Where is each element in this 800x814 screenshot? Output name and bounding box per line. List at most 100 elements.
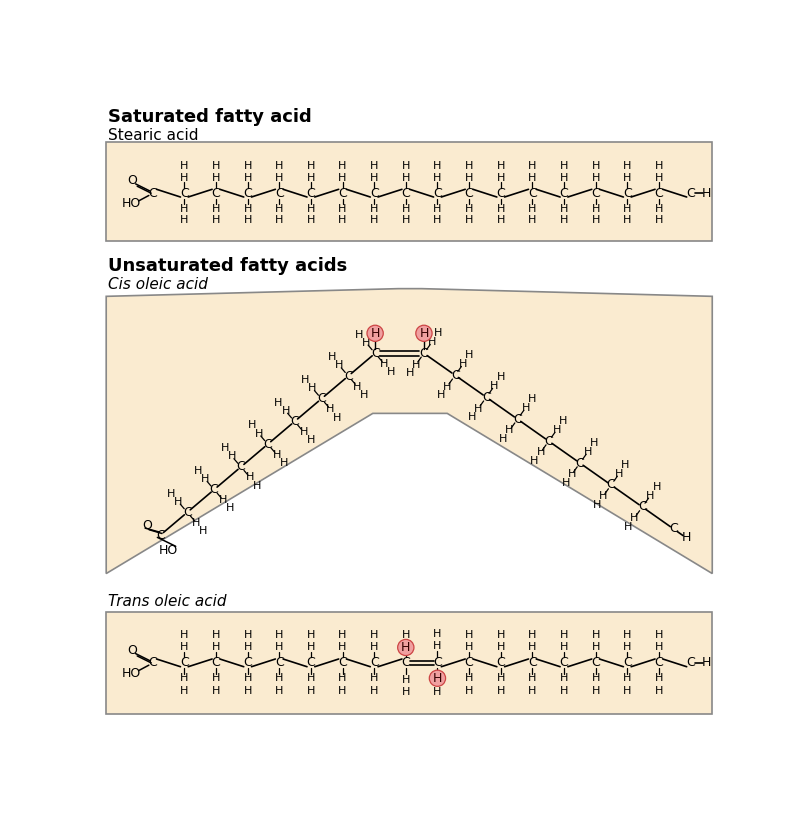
Text: C: C [496, 656, 505, 669]
Text: H: H [275, 630, 283, 640]
Text: H: H [370, 642, 378, 653]
Text: H: H [338, 173, 346, 183]
Text: C: C [180, 656, 189, 669]
Text: H: H [301, 375, 310, 385]
Text: C: C [450, 369, 459, 382]
Text: C: C [148, 656, 157, 669]
Text: H: H [528, 642, 537, 653]
Text: H: H [306, 173, 315, 183]
Text: H: H [654, 173, 663, 183]
Text: H: H [219, 495, 227, 505]
Text: H: H [434, 204, 442, 213]
Text: H: H [434, 173, 442, 183]
Text: H: H [528, 630, 537, 640]
Text: H: H [522, 403, 530, 413]
Text: H: H [591, 215, 600, 225]
Text: H: H [465, 673, 474, 683]
Text: H: H [528, 685, 537, 696]
Text: H: H [412, 360, 420, 370]
Ellipse shape [398, 639, 414, 655]
Text: H: H [370, 630, 378, 640]
Text: H: H [654, 642, 663, 653]
Text: H: H [528, 673, 537, 683]
Text: C: C [686, 656, 695, 669]
Text: H: H [419, 326, 429, 339]
Text: H: H [306, 673, 315, 683]
Text: H: H [591, 630, 600, 640]
Text: Stearic acid: Stearic acid [108, 129, 198, 143]
Text: H: H [560, 673, 568, 683]
Text: C: C [275, 186, 284, 199]
Text: H: H [275, 673, 283, 683]
Text: H: H [180, 173, 189, 183]
Ellipse shape [367, 326, 383, 341]
Text: H: H [370, 685, 378, 696]
Text: H: H [180, 673, 189, 683]
Text: Unsaturated fatty acids: Unsaturated fatty acids [108, 257, 347, 275]
Text: H: H [497, 204, 505, 213]
Text: C: C [591, 656, 600, 669]
Text: H: H [221, 443, 229, 453]
Text: H: H [328, 352, 336, 362]
Text: H: H [243, 215, 252, 225]
Text: H: H [560, 204, 568, 213]
Text: H: H [497, 673, 505, 683]
Text: C: C [496, 186, 505, 199]
Text: H: H [591, 161, 600, 171]
Text: H: H [335, 361, 343, 370]
Text: H: H [528, 173, 537, 183]
Text: H: H [623, 204, 631, 213]
Text: H: H [653, 482, 661, 492]
Text: H: H [497, 630, 505, 640]
Text: C: C [290, 415, 299, 428]
Text: H: H [194, 466, 202, 476]
Text: H: H [212, 215, 220, 225]
Text: H: H [243, 161, 252, 171]
Text: H: H [243, 685, 252, 696]
Text: H: H [528, 204, 537, 213]
Text: H: H [434, 687, 442, 697]
Text: H: H [299, 427, 308, 437]
Text: H: H [243, 673, 252, 683]
Text: C: C [402, 186, 410, 199]
Text: H: H [338, 673, 346, 683]
Text: H: H [530, 456, 538, 466]
Text: H: H [434, 628, 442, 639]
Text: H: H [654, 161, 663, 171]
Text: H: H [360, 390, 369, 400]
Text: H: H [370, 161, 378, 171]
Text: H: H [275, 173, 283, 183]
Text: H: H [402, 161, 410, 171]
Text: H: H [212, 642, 220, 653]
Text: H: H [474, 404, 482, 414]
Text: H: H [275, 642, 283, 653]
Text: H: H [434, 215, 442, 225]
Text: C: C [623, 186, 632, 199]
Text: H: H [560, 161, 568, 171]
Text: H: H [180, 161, 189, 171]
Text: H: H [362, 338, 370, 348]
Text: H: H [180, 642, 189, 653]
Text: C: C [669, 523, 678, 536]
Text: C: C [370, 347, 379, 360]
Ellipse shape [416, 326, 432, 341]
Text: H: H [353, 382, 362, 392]
Text: H: H [199, 526, 207, 536]
Text: C: C [317, 392, 326, 405]
Text: C: C [528, 186, 537, 199]
Text: H: H [212, 173, 220, 183]
Text: H: H [402, 204, 410, 213]
Text: H: H [243, 642, 252, 653]
Text: C: C [338, 186, 347, 199]
Text: H: H [591, 673, 600, 683]
Text: C: C [338, 656, 347, 669]
Text: H: H [497, 215, 505, 225]
Text: C: C [528, 656, 537, 669]
Text: C: C [212, 186, 220, 199]
Text: H: H [497, 685, 505, 696]
Text: H: H [243, 173, 252, 183]
Text: H: H [192, 518, 201, 527]
Text: H: H [623, 215, 631, 225]
Text: C: C [623, 656, 632, 669]
Text: H: H [402, 215, 410, 225]
